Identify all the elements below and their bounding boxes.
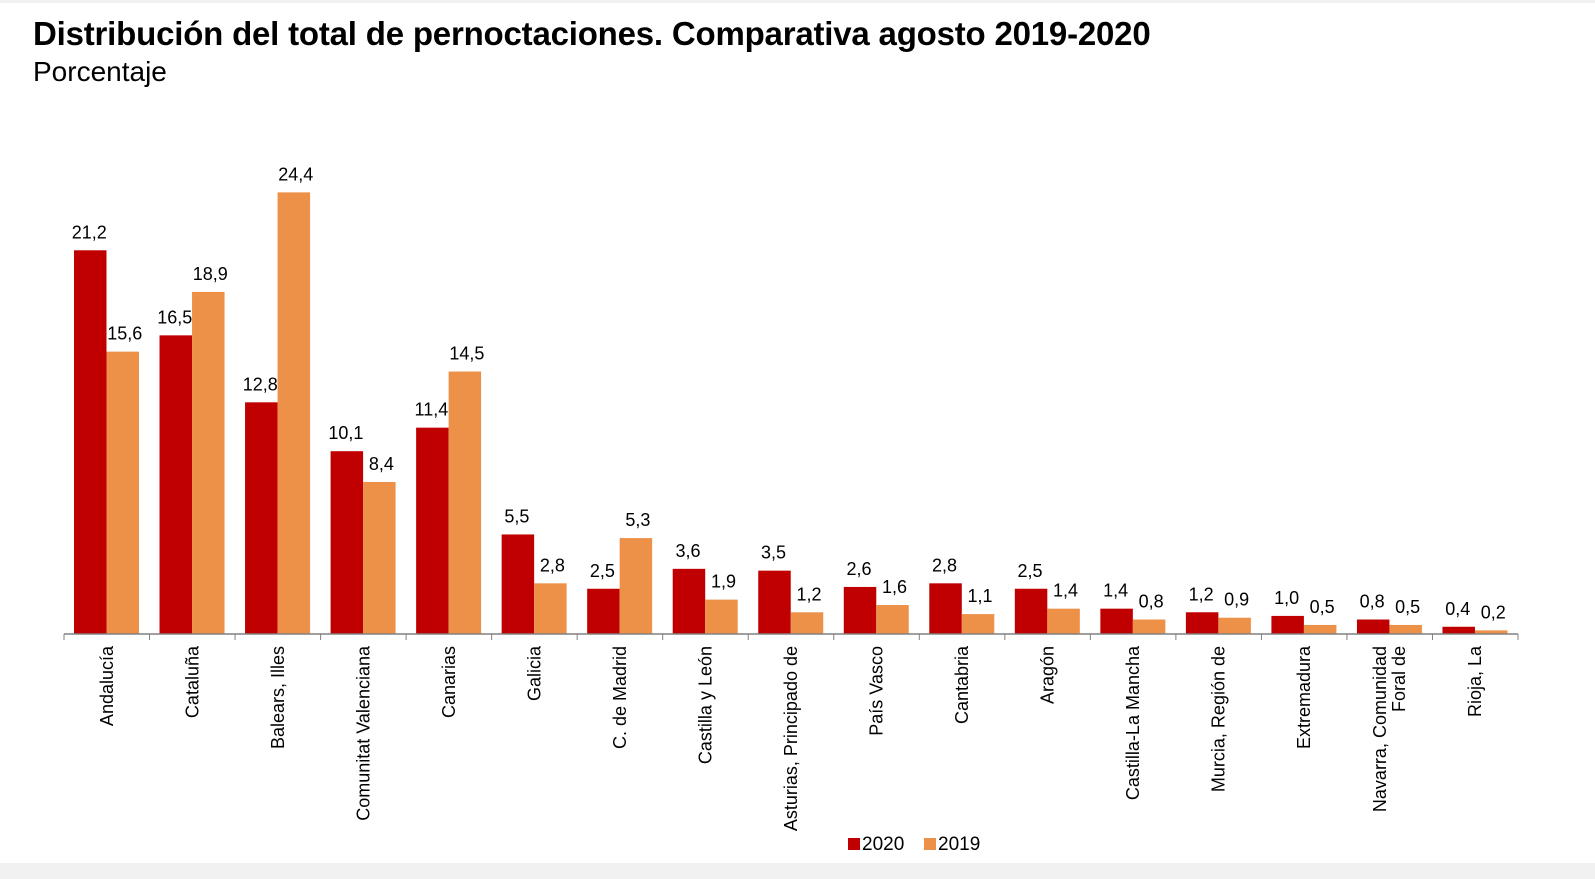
bar-2019-3 bbox=[363, 481, 396, 634]
data-label-2020-3: 10,1 bbox=[328, 423, 363, 443]
bar-2019-5 bbox=[534, 583, 567, 634]
category-label-15-line0: Navarra, Comunidad bbox=[1370, 646, 1390, 812]
data-label-2019-1: 18,9 bbox=[193, 264, 228, 284]
category-label-10: Cantabria bbox=[952, 645, 972, 724]
data-label-2020-4: 11,4 bbox=[415, 400, 449, 420]
category-label-1: Cataluña bbox=[182, 645, 202, 718]
bar-2020-11 bbox=[1014, 588, 1048, 634]
x-axis bbox=[63, 633, 1519, 640]
bar-2019-9 bbox=[876, 605, 909, 634]
data-label-2020-14: 1,0 bbox=[1274, 588, 1299, 608]
bar-2020-2 bbox=[245, 402, 278, 634]
data-label-2020-5: 5,5 bbox=[504, 506, 529, 526]
bars-layer bbox=[74, 192, 1508, 635]
category-label-3: Comunitat Valenciana bbox=[353, 645, 373, 821]
category-label-0: Andalucía bbox=[97, 645, 117, 726]
data-label-2020-8: 3,5 bbox=[761, 543, 786, 563]
data-label-2020-6: 2,5 bbox=[590, 561, 615, 581]
data-label-2020-15: 0,8 bbox=[1360, 592, 1385, 612]
bar-2020-12 bbox=[1100, 608, 1133, 634]
bar-2020-5 bbox=[501, 534, 535, 634]
data-label-2019-5: 2,8 bbox=[540, 555, 565, 575]
data-label-2019-16: 0,2 bbox=[1481, 602, 1506, 622]
category-label-7: Castilla y León bbox=[695, 646, 715, 764]
bar-2020-10 bbox=[929, 583, 962, 634]
bar-2019-0 bbox=[106, 351, 139, 634]
bar-2019-11 bbox=[1047, 608, 1080, 634]
category-label-13: Murcia, Región de bbox=[1209, 646, 1229, 792]
category-label-8: Asturias, Principado de bbox=[781, 646, 801, 831]
data-label-2019-2: 24,4 bbox=[278, 164, 313, 184]
legend-label-2019: 2019 bbox=[938, 834, 980, 855]
category-label-5: Galicia bbox=[524, 645, 544, 701]
bar-2020-1 bbox=[159, 335, 193, 634]
data-label-2020-12: 1,4 bbox=[1103, 581, 1128, 601]
category-label-16: Rioja, La bbox=[1465, 645, 1485, 717]
bar-2019-16 bbox=[1474, 630, 1508, 634]
bar-2020-0 bbox=[74, 250, 107, 634]
data-label-2020-2: 12,8 bbox=[243, 374, 278, 394]
data-label-2019-8: 1,2 bbox=[796, 584, 821, 604]
data-label-2019-13: 0,9 bbox=[1224, 590, 1249, 610]
category-labels-layer: Andalucía Cataluña Balears, Illes Comunitat… bbox=[97, 645, 1485, 831]
bar-2020-15 bbox=[1356, 619, 1390, 634]
category-label-6: C. de Madrid bbox=[610, 646, 630, 749]
data-label-2020-1: 16,5 bbox=[157, 307, 192, 327]
data-label-2019-12: 0,8 bbox=[1139, 592, 1164, 612]
data-label-2019-0: 15,6 bbox=[107, 324, 142, 344]
data-label-2020-10: 2,8 bbox=[932, 555, 957, 575]
bar-2020-4 bbox=[416, 427, 449, 634]
category-label-4: Canarias bbox=[439, 646, 459, 718]
bar-2020-8 bbox=[758, 570, 791, 634]
legend-swatch-2019 bbox=[924, 838, 936, 850]
data-label-2019-14: 0,5 bbox=[1310, 597, 1335, 617]
data-label-2019-15: 0,5 bbox=[1395, 597, 1420, 617]
legend-label-2020: 2020 bbox=[862, 834, 904, 855]
data-label-2019-11: 1,4 bbox=[1053, 581, 1078, 601]
legend-swatch-2020 bbox=[848, 838, 860, 850]
category-label-14: Extremadura bbox=[1294, 645, 1314, 749]
bar-2019-4 bbox=[448, 371, 482, 634]
bar-2020-7 bbox=[672, 568, 706, 634]
bar-2019-7 bbox=[705, 599, 738, 634]
data-label-2020-7: 3,6 bbox=[675, 541, 700, 561]
data-label-2019-9: 1,6 bbox=[882, 577, 907, 597]
chart-title: Distribución del total de pernoctaciones… bbox=[33, 15, 1151, 52]
bar-2020-13 bbox=[1185, 612, 1219, 634]
category-label-2: Balears, Illes bbox=[268, 646, 288, 749]
data-label-2019-10: 1,1 bbox=[968, 586, 993, 606]
data-label-2020-0: 21,2 bbox=[72, 222, 107, 242]
data-label-2019-6: 5,3 bbox=[625, 510, 650, 530]
data-label-2020-9: 2,6 bbox=[846, 559, 871, 579]
category-label-12: Castilla-La Mancha bbox=[1123, 645, 1143, 800]
data-label-2019-4: 14,5 bbox=[449, 344, 484, 364]
bar-2020-6 bbox=[587, 588, 620, 634]
bar-2020-14 bbox=[1271, 615, 1304, 634]
bar-2019-6 bbox=[619, 538, 653, 634]
bar-2020-3 bbox=[330, 451, 364, 634]
data-label-2019-3: 8,4 bbox=[369, 454, 394, 474]
data-labels-layer: 21,2 15,6 16,5 18,9 12,8 24,4 10,1 8,4 11,4 14,5 5… bbox=[72, 164, 1506, 622]
data-label-2019-7: 1,9 bbox=[711, 572, 736, 592]
bar-2020-9 bbox=[843, 586, 877, 634]
bar-2019-8 bbox=[790, 612, 824, 634]
bar-2019-15 bbox=[1389, 624, 1422, 634]
data-label-2020-16: 0,4 bbox=[1445, 599, 1470, 619]
bar-2019-13 bbox=[1218, 617, 1251, 634]
data-label-2020-13: 1,2 bbox=[1189, 584, 1214, 604]
bar-2019-2 bbox=[277, 192, 311, 635]
data-label-2020-11: 2,5 bbox=[1018, 561, 1043, 581]
category-label-11: Aragón bbox=[1038, 646, 1058, 704]
category-label-15-line1: Foral de bbox=[1389, 646, 1409, 712]
bar-2019-12 bbox=[1132, 619, 1166, 634]
category-label-9: País Vasco bbox=[867, 646, 887, 736]
bar-2019-1 bbox=[192, 291, 225, 634]
chart-subtitle: Porcentaje bbox=[33, 56, 167, 87]
bar-2020-16 bbox=[1442, 626, 1475, 634]
bar-2019-10 bbox=[961, 614, 995, 634]
legend: 2020 2019 bbox=[848, 834, 980, 855]
bar-2019-14 bbox=[1303, 624, 1337, 634]
